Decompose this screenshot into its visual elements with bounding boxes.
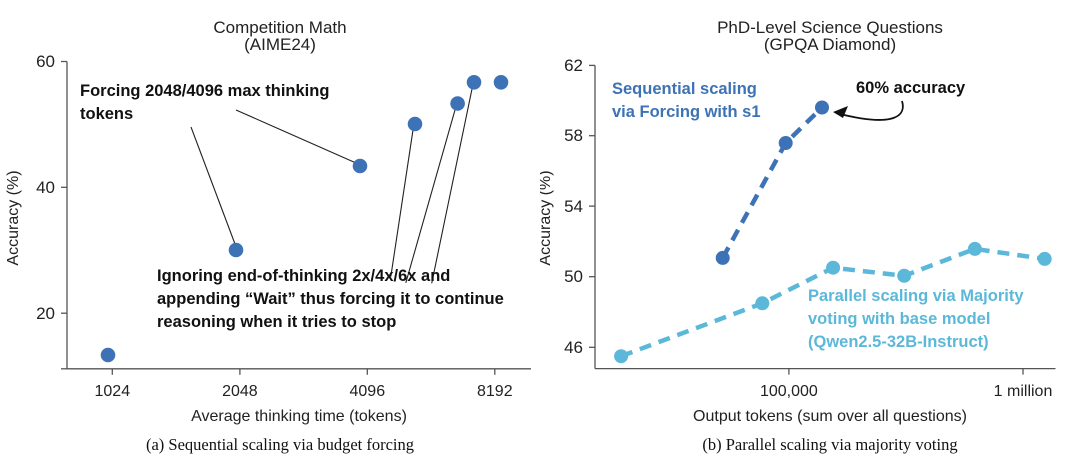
svg-text:1 million: 1 million [994, 383, 1053, 400]
svg-text:Ignoring end-of-thinking 2x/4x: Ignoring end-of-thinking 2x/4x/6x and [157, 267, 450, 285]
svg-text:via Forcing with s1: via Forcing with s1 [612, 103, 761, 121]
svg-text:(b) Parallel scaling via major: (b) Parallel scaling via majority voting [702, 435, 957, 454]
svg-text:(a) Sequential scaling via bud: (a) Sequential scaling via budget forcin… [146, 435, 414, 454]
svg-text:58: 58 [564, 126, 583, 145]
svg-text:voting with base model: voting with base model [808, 310, 990, 328]
svg-text:54: 54 [564, 197, 583, 216]
svg-text:50: 50 [564, 267, 583, 286]
svg-text:100,000: 100,000 [760, 383, 818, 400]
svg-text:62: 62 [564, 56, 583, 75]
svg-text:Parallel scaling via Majority: Parallel scaling via Majority [808, 287, 1024, 305]
svg-text:40: 40 [36, 178, 55, 197]
svg-text:46: 46 [564, 338, 583, 357]
svg-text:appending “Wait” thus forcing: appending “Wait” thus forcing it to cont… [157, 290, 504, 308]
svg-text:reasoning when it tries to sto: reasoning when it tries to stop [157, 313, 396, 331]
svg-text:2048: 2048 [222, 383, 258, 400]
svg-text:Output tokens (sum over all qu: Output tokens (sum over all questions) [693, 408, 967, 425]
svg-text:(AIME24): (AIME24) [244, 35, 316, 54]
svg-text:Average thinking time (tokens): Average thinking time (tokens) [191, 408, 407, 425]
svg-text:4096: 4096 [350, 383, 386, 400]
svg-text:Sequential scaling: Sequential scaling [612, 80, 757, 98]
svg-text:1024: 1024 [95, 383, 131, 400]
svg-text:(Qwen2.5-32B-Instruct): (Qwen2.5-32B-Instruct) [808, 333, 989, 351]
svg-text:tokens: tokens [80, 105, 133, 123]
svg-text:Accuracy (%): Accuracy (%) [540, 170, 554, 265]
svg-text:8192: 8192 [477, 383, 513, 400]
svg-text:Forcing 2048/4096 max thinking: Forcing 2048/4096 max thinking [80, 82, 329, 100]
svg-text:60: 60 [36, 52, 55, 71]
svg-text:60% accuracy: 60% accuracy [856, 79, 966, 97]
svg-text:20: 20 [36, 304, 55, 323]
svg-text:Accuracy (%): Accuracy (%) [5, 170, 22, 265]
svg-text:(GPQA Diamond): (GPQA Diamond) [764, 35, 896, 54]
